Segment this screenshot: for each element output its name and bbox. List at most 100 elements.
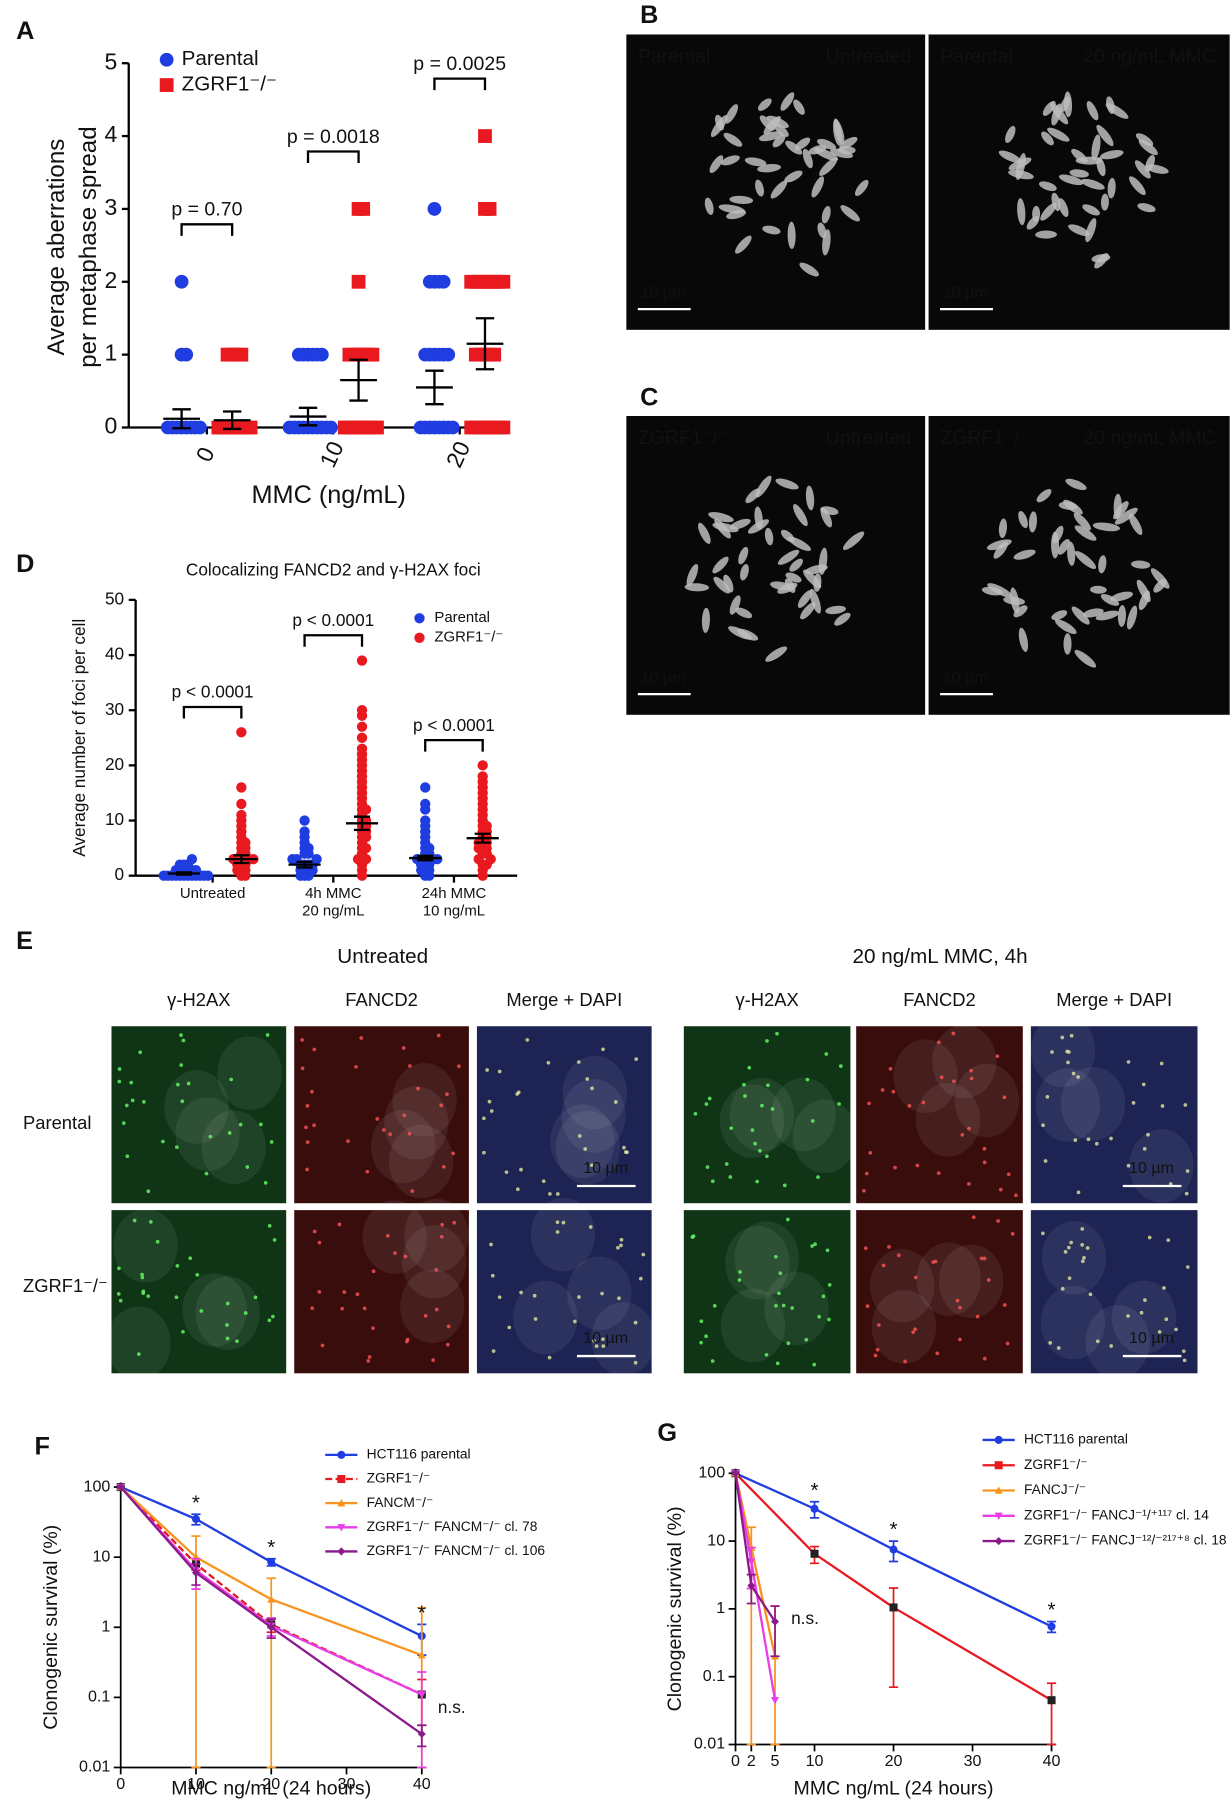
marker (441, 347, 456, 362)
x-tick-label: 20 (262, 1775, 280, 1793)
focus (312, 1229, 317, 1234)
focus (915, 1163, 920, 1168)
focus (693, 1111, 698, 1116)
focus (1005, 1341, 1010, 1346)
focus (1141, 1082, 1146, 1087)
focus (634, 1057, 639, 1061)
focus (907, 1103, 912, 1108)
focus (225, 1323, 229, 1327)
nucleus (550, 1104, 615, 1179)
focus (873, 1353, 878, 1358)
focus (482, 1116, 486, 1121)
focus (195, 1273, 200, 1277)
focus (982, 1256, 987, 1261)
focus (1050, 1050, 1054, 1054)
y-tick-label: 2 (104, 267, 117, 293)
chromosome (770, 180, 788, 199)
focus (490, 1273, 495, 1278)
chromosome (842, 531, 865, 550)
micrograph (683, 1210, 851, 1374)
focus (204, 1171, 209, 1176)
focus (561, 1220, 566, 1225)
micrograph (626, 416, 926, 715)
x-tick-label: 2 (747, 1752, 756, 1770)
focus (446, 1342, 450, 1347)
p-value: p < 0.0001 (413, 715, 495, 735)
focus (576, 1060, 581, 1064)
focus (1126, 1314, 1130, 1318)
image-label: 20 ng/mL MMC (1083, 427, 1216, 449)
chromosome (811, 176, 825, 198)
chromosome (1018, 627, 1029, 652)
y-tick-label: 20 (105, 754, 124, 774)
p-value: p = 0.70 (171, 199, 242, 221)
micrograph (111, 1026, 287, 1204)
chromosome (1051, 531, 1060, 559)
marker (994, 1461, 1003, 1470)
focus (774, 1303, 778, 1308)
focus (975, 1314, 980, 1319)
focus (704, 1102, 709, 1106)
marker (236, 727, 247, 738)
focus (457, 1064, 461, 1069)
marker (420, 798, 431, 810)
focus (825, 1248, 830, 1253)
chromosome (747, 519, 770, 534)
focus (516, 1090, 521, 1095)
marker (356, 732, 368, 743)
focus (1056, 1346, 1061, 1350)
focus (1010, 1231, 1015, 1236)
nucleus (1111, 1280, 1177, 1355)
marker (810, 1504, 819, 1513)
focus (304, 1125, 308, 1130)
marker (496, 420, 511, 435)
focus (272, 1238, 277, 1242)
chromosome (793, 504, 808, 527)
focus (208, 1134, 213, 1139)
marker (193, 420, 207, 435)
chromosome (1091, 254, 1111, 263)
focus (1094, 1141, 1099, 1146)
column-header: Merge + DAPI (506, 989, 622, 1010)
chromosome (1117, 605, 1126, 627)
chromosome (1051, 610, 1068, 621)
focus (179, 1033, 183, 1037)
focus (407, 1131, 412, 1136)
x-axis-label: MMC ng/mL (24 hours) (794, 1777, 994, 1799)
chromosome (821, 206, 831, 224)
chromosome (998, 518, 1008, 539)
chromosome (800, 602, 816, 620)
series-line (735, 1472, 1053, 1628)
chromosome (1081, 178, 1105, 190)
focus (118, 1298, 123, 1303)
focus (903, 1359, 907, 1364)
x-axis-label: MMC (ng/mL) (251, 481, 405, 509)
focus (305, 1104, 310, 1108)
significance-star: * (267, 1536, 275, 1559)
nucleus (954, 1063, 1019, 1138)
chromosome (740, 564, 749, 581)
focus (263, 1180, 268, 1185)
focus (555, 1230, 560, 1234)
chromosome (701, 607, 710, 633)
chart-title: Colocalizing FANCD2 and γ-H2AX foci (186, 560, 481, 580)
focus (998, 1187, 1003, 1192)
focus (312, 1047, 317, 1052)
error-bar (417, 1671, 427, 1769)
focus (573, 1319, 577, 1324)
marker (337, 1547, 346, 1556)
focus (1164, 1317, 1169, 1322)
focus (342, 1290, 347, 1294)
x-tick-label: 10 ng/mL (423, 902, 485, 919)
chromosome (998, 150, 1021, 163)
chromosome (1134, 160, 1151, 179)
focus (174, 1145, 179, 1150)
focus (742, 1082, 746, 1087)
x-tick-label: 40 (1043, 1752, 1061, 1770)
marker (236, 782, 247, 793)
significance-bracket (180, 223, 234, 236)
focus (385, 1233, 390, 1238)
significance-star: * (192, 1491, 200, 1514)
focus (181, 1329, 185, 1334)
legend-label: ZGRF1⁻/⁻ FANCM⁻/⁻ cl. 106 (367, 1543, 546, 1558)
